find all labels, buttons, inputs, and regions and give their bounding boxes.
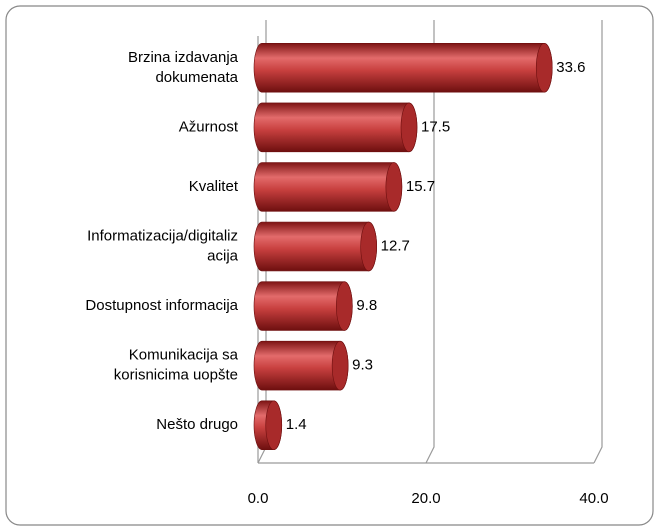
y-tick-label: Nešto drugo — [156, 416, 238, 433]
y-tick-label: Ažurnost — [179, 118, 239, 135]
bar-cap — [385, 162, 403, 212]
bar-cap — [535, 43, 553, 93]
value-label: 1.4 — [286, 416, 307, 433]
grid-line — [425, 20, 435, 464]
x-tick-label: 20.0 — [411, 490, 440, 507]
value-label: 9.8 — [356, 297, 377, 314]
bar-cap — [336, 281, 353, 331]
value-label: 15.7 — [406, 178, 435, 195]
bar-cap — [360, 221, 377, 272]
bar — [253, 221, 377, 272]
bar-cap — [331, 340, 349, 391]
y-tick-label: Dostupnost informacija — [85, 297, 238, 314]
y-tick-label: Komunikacija sa korisnicima uopšte — [114, 347, 239, 384]
value-label: 12.7 — [381, 237, 410, 254]
y-tick-label: Informatizacija/digitaliz acija — [87, 227, 239, 264]
bar-cap — [400, 102, 418, 153]
y-tick-label: Kvalitet — [189, 178, 239, 195]
value-label: 17.5 — [421, 118, 450, 135]
x-tick-label: 0.0 — [248, 490, 269, 507]
bar — [253, 162, 403, 212]
value-label: 33.6 — [556, 59, 585, 76]
value-label: 9.3 — [352, 357, 373, 374]
x-tick-label: 40.0 — [579, 490, 608, 507]
bar-cap — [265, 400, 283, 450]
y-tick-label: Brzina izdavanja dokumenata — [128, 49, 239, 86]
bar — [253, 102, 418, 153]
bar — [253, 43, 553, 93]
grid-line — [593, 20, 603, 464]
